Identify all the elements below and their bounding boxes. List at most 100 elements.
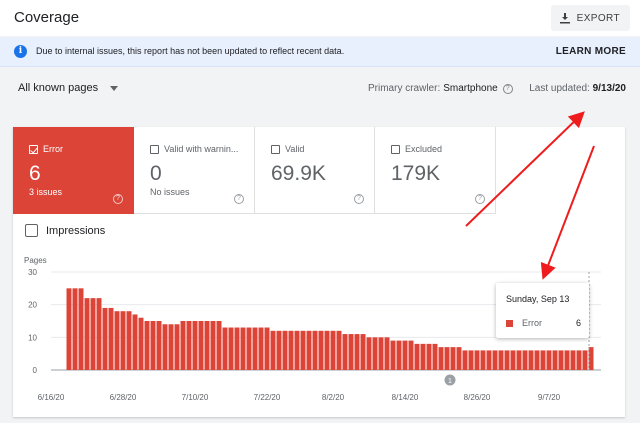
bar-error[interactable] bbox=[456, 347, 462, 370]
annotation-marker[interactable]: 1 bbox=[444, 374, 456, 386]
bar-error[interactable] bbox=[126, 311, 132, 370]
bar-error[interactable] bbox=[72, 288, 78, 370]
bar-error[interactable] bbox=[312, 330, 318, 370]
bar-error[interactable] bbox=[234, 327, 240, 370]
bar-error[interactable] bbox=[378, 337, 384, 370]
bar-error[interactable] bbox=[528, 350, 534, 370]
bar-error[interactable] bbox=[168, 324, 174, 370]
bar-error[interactable] bbox=[120, 311, 126, 370]
bar-error[interactable] bbox=[288, 330, 294, 370]
bar-error[interactable] bbox=[492, 350, 498, 370]
help-icon[interactable]: ? bbox=[502, 83, 513, 94]
bar-error[interactable] bbox=[384, 337, 390, 370]
bar-error[interactable] bbox=[84, 298, 90, 370]
bar-error[interactable] bbox=[360, 334, 366, 370]
bar-error[interactable] bbox=[228, 327, 234, 370]
bar-error[interactable] bbox=[330, 330, 336, 370]
bar-error[interactable] bbox=[522, 350, 528, 370]
bar-error[interactable] bbox=[102, 307, 108, 370]
bar-error[interactable] bbox=[180, 321, 186, 370]
bar-error[interactable] bbox=[324, 330, 330, 370]
tile-error[interactable]: Error 6 3 issues ? bbox=[13, 127, 134, 214]
impressions-toggle[interactable]: Impressions bbox=[25, 224, 105, 237]
bar-error[interactable] bbox=[192, 321, 198, 370]
bar-error[interactable] bbox=[240, 327, 246, 370]
bar-error[interactable] bbox=[162, 324, 168, 370]
bar-error[interactable] bbox=[480, 350, 486, 370]
bar-error[interactable] bbox=[402, 340, 408, 370]
bar-error[interactable] bbox=[474, 350, 480, 370]
bar-error[interactable] bbox=[498, 350, 504, 370]
tile-valid[interactable]: Valid 69.9K ? bbox=[255, 127, 375, 214]
bar-error[interactable] bbox=[276, 330, 282, 370]
bar-error[interactable] bbox=[144, 321, 150, 370]
help-icon[interactable]: ? bbox=[234, 194, 244, 204]
bar-error[interactable] bbox=[150, 321, 156, 370]
bar-error[interactable] bbox=[420, 343, 426, 370]
bar-error[interactable] bbox=[570, 350, 576, 370]
bar-error[interactable] bbox=[66, 288, 72, 370]
bar-error[interactable] bbox=[174, 324, 180, 370]
bar-error[interactable] bbox=[210, 321, 216, 370]
bar-error[interactable] bbox=[408, 340, 414, 370]
bar-error[interactable] bbox=[264, 327, 270, 370]
bar-error[interactable] bbox=[222, 327, 228, 370]
bar-error[interactable] bbox=[258, 327, 264, 370]
bar-error[interactable] bbox=[354, 334, 360, 370]
bar-error[interactable] bbox=[216, 321, 222, 370]
bar-error[interactable] bbox=[510, 350, 516, 370]
bar-error[interactable] bbox=[444, 347, 450, 370]
bar-error[interactable] bbox=[294, 330, 300, 370]
tile-valid-with-warnings[interactable]: Valid with warnin... 0 No issues ? bbox=[134, 127, 255, 214]
bar-error[interactable] bbox=[306, 330, 312, 370]
bar-error[interactable] bbox=[396, 340, 402, 370]
help-icon[interactable]: ? bbox=[475, 194, 485, 204]
pages-dropdown[interactable]: All known pages bbox=[18, 82, 119, 94]
bar-error[interactable] bbox=[282, 330, 288, 370]
bar-error[interactable] bbox=[198, 321, 204, 370]
bar-error[interactable] bbox=[582, 350, 588, 370]
help-icon[interactable]: ? bbox=[113, 194, 123, 204]
learn-more-link[interactable]: LEARN MORE bbox=[555, 46, 626, 57]
bar-error[interactable] bbox=[534, 350, 540, 370]
bar-error[interactable] bbox=[432, 343, 438, 370]
bar-error[interactable] bbox=[576, 350, 582, 370]
bar-error[interactable] bbox=[366, 337, 372, 370]
bar-error[interactable] bbox=[390, 340, 396, 370]
bar-error[interactable] bbox=[564, 350, 570, 370]
bar-error[interactable] bbox=[504, 350, 510, 370]
bar-error[interactable] bbox=[108, 307, 114, 370]
bar-error[interactable] bbox=[318, 330, 324, 370]
export-button[interactable]: EXPORT bbox=[550, 5, 630, 31]
bar-error[interactable] bbox=[468, 350, 474, 370]
bar-error[interactable] bbox=[342, 334, 348, 370]
bar-error[interactable] bbox=[414, 343, 420, 370]
bar-error[interactable] bbox=[516, 350, 522, 370]
bar-error[interactable] bbox=[78, 288, 84, 370]
bar-error[interactable] bbox=[588, 347, 594, 370]
bar-error[interactable] bbox=[246, 327, 252, 370]
bar-error[interactable] bbox=[540, 350, 546, 370]
bar-error[interactable] bbox=[90, 298, 96, 370]
bar-error[interactable] bbox=[138, 317, 144, 370]
bar-error[interactable] bbox=[96, 298, 102, 370]
bar-error[interactable] bbox=[546, 350, 552, 370]
bar-error[interactable] bbox=[300, 330, 306, 370]
bar-error[interactable] bbox=[450, 347, 456, 370]
bar-error[interactable] bbox=[114, 311, 120, 370]
bar-error[interactable] bbox=[486, 350, 492, 370]
bar-error[interactable] bbox=[186, 321, 192, 370]
bar-error[interactable] bbox=[552, 350, 558, 370]
bar-error[interactable] bbox=[348, 334, 354, 370]
bar-error[interactable] bbox=[156, 321, 162, 370]
bar-error[interactable] bbox=[426, 343, 432, 370]
tile-excluded[interactable]: Excluded 179K ? bbox=[375, 127, 496, 214]
bar-error[interactable] bbox=[252, 327, 258, 370]
bar-error[interactable] bbox=[336, 330, 342, 370]
bar-error[interactable] bbox=[462, 350, 468, 370]
bar-error[interactable] bbox=[438, 347, 444, 370]
help-icon[interactable]: ? bbox=[354, 194, 364, 204]
bar-error[interactable] bbox=[204, 321, 210, 370]
bar-error[interactable] bbox=[372, 337, 378, 370]
bar-error[interactable] bbox=[558, 350, 564, 370]
